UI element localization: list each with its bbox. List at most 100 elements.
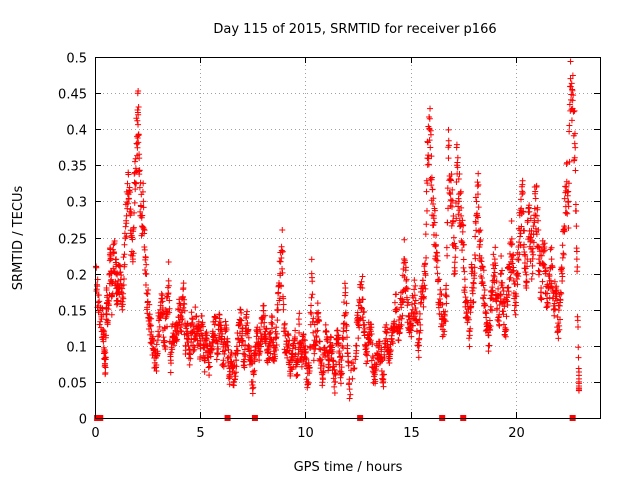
data-point xyxy=(490,251,497,258)
data-point xyxy=(415,354,422,361)
data-point xyxy=(159,311,166,318)
data-point xyxy=(391,299,398,306)
data-point xyxy=(571,140,578,147)
x-tick-label: 20 xyxy=(508,426,525,441)
data-point xyxy=(197,354,204,361)
data-point xyxy=(496,313,502,320)
data-point xyxy=(472,233,479,240)
data-point xyxy=(487,295,494,302)
data-point xyxy=(272,335,279,342)
data-point xyxy=(426,115,433,122)
data-point xyxy=(245,326,252,333)
data-point xyxy=(546,294,553,301)
data-point xyxy=(261,319,268,326)
data-point xyxy=(123,212,130,219)
data-point xyxy=(408,333,415,340)
data-point xyxy=(487,306,494,313)
data-point xyxy=(279,248,286,255)
data-point xyxy=(495,285,502,292)
data-point xyxy=(114,270,121,277)
data-point xyxy=(500,321,507,328)
data-point xyxy=(438,290,445,297)
data-point xyxy=(324,335,331,342)
data-point xyxy=(525,205,532,212)
data-point xyxy=(431,219,438,226)
data-point xyxy=(355,335,362,342)
data-point xyxy=(131,199,138,206)
data-point xyxy=(268,321,275,328)
data-point xyxy=(471,264,478,271)
x-axis-label: GPS time / hours xyxy=(294,460,403,475)
data-point xyxy=(469,290,476,297)
data-point xyxy=(162,315,169,322)
data-point xyxy=(477,241,484,248)
data-point xyxy=(221,347,228,354)
data-point xyxy=(516,239,523,246)
data-point xyxy=(273,342,280,349)
data-point xyxy=(343,321,350,328)
data-point xyxy=(225,346,232,353)
data-point xyxy=(416,335,423,342)
data-point xyxy=(312,328,319,335)
data-point xyxy=(567,83,574,90)
data-point xyxy=(531,219,538,226)
data-point xyxy=(474,183,481,190)
data-point xyxy=(283,350,290,357)
data-point xyxy=(413,308,420,315)
data-point xyxy=(524,256,531,263)
data-point xyxy=(571,154,578,161)
data-point xyxy=(144,299,151,306)
data-point xyxy=(447,176,454,183)
data-point xyxy=(569,87,576,94)
data-point xyxy=(230,364,237,371)
data-point xyxy=(238,309,245,316)
data-point xyxy=(249,390,256,397)
data-point xyxy=(307,309,314,316)
data-point xyxy=(450,234,457,241)
data-point xyxy=(192,304,199,311)
data-point xyxy=(432,241,439,248)
data-point xyxy=(153,364,160,371)
data-point xyxy=(574,264,581,271)
data-point xyxy=(233,363,240,370)
data-point xyxy=(521,248,528,255)
data-point xyxy=(323,328,330,335)
data-point xyxy=(541,247,548,254)
data-point xyxy=(371,371,378,378)
data-point xyxy=(380,371,387,378)
data-point xyxy=(286,347,293,354)
data-point xyxy=(467,325,474,332)
data-point xyxy=(313,339,320,346)
data-point xyxy=(378,368,385,375)
data-point xyxy=(342,309,349,316)
data-point xyxy=(115,277,122,284)
data-point xyxy=(194,337,201,344)
data-point xyxy=(420,277,427,284)
data-point xyxy=(571,130,578,137)
data-point xyxy=(508,218,515,225)
data-point xyxy=(242,353,249,360)
data-point xyxy=(181,301,188,308)
data-point xyxy=(535,227,542,234)
data-point xyxy=(110,248,117,255)
data-point xyxy=(363,350,370,357)
data-point xyxy=(398,304,405,311)
data-point xyxy=(280,295,287,302)
data-point xyxy=(132,165,139,172)
data-point xyxy=(267,350,274,357)
data-point xyxy=(546,277,553,284)
data-point xyxy=(519,191,526,198)
data-point xyxy=(376,342,383,349)
y-tick-label: 0.4 xyxy=(66,124,87,139)
data-point xyxy=(205,364,212,371)
data-point xyxy=(314,300,321,307)
data-point xyxy=(280,301,287,308)
data-point xyxy=(397,325,404,332)
data-point xyxy=(241,364,248,371)
data-point xyxy=(155,328,162,335)
data-point xyxy=(521,227,528,234)
data-point xyxy=(491,265,498,272)
data-point xyxy=(135,104,142,111)
data-point xyxy=(273,330,280,337)
data-point xyxy=(485,348,492,355)
